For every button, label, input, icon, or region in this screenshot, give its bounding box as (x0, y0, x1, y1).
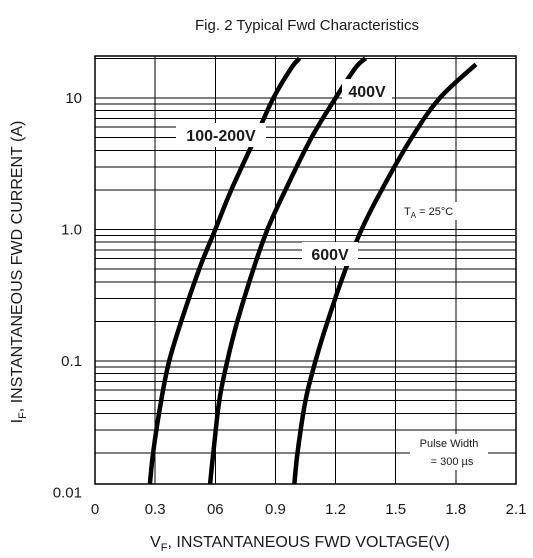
label-600v-text: 600V (311, 247, 349, 264)
y-tick-label: 10 (65, 90, 82, 107)
x-tick-labels: 0 0.3 06 0.9 1.2 1.5 1.8 2.1 (91, 501, 527, 518)
y-axis-label-prefix: I (9, 419, 26, 423)
pulse-width-annotation: Pulse Width = 300 µs (410, 434, 488, 470)
pulse-width-line-1: Pulse Width (420, 438, 479, 450)
y-tick-label: 0.01 (53, 485, 82, 502)
x-tick-label: 0.3 (145, 501, 166, 518)
x-tick-label: 1.5 (385, 501, 406, 518)
x-tick-label: 1.8 (445, 501, 466, 518)
label-400v-bg (342, 79, 392, 103)
label-100-200v: 100-200V (176, 123, 266, 147)
temperature-annotation-text: TA = 25°C (404, 206, 453, 220)
y-axis-label-rest: , INSTANTANEOUS FWD CURRENT (A) (9, 121, 26, 413)
x-axis-label-sub: F (161, 542, 168, 554)
temperature-annotation-bg (400, 202, 478, 220)
label-100-200v-bg (176, 123, 266, 147)
y-axis-label: IF, INSTANTANEOUS FWD CURRENT (A) (9, 121, 29, 424)
series-curves (147, 56, 478, 484)
series-curve-0 (147, 56, 302, 484)
pulse-width-annotation-bg (410, 434, 488, 470)
y-tick-labels: 0.01 0.1 1.0 10 (53, 90, 82, 502)
x-axis-label-rest: , INSTANTANEOUS FWD VOLTAGE(V) (168, 534, 450, 551)
x-axis-label-prefix: V (150, 534, 161, 551)
x-tick-label: 0 (91, 501, 99, 518)
y-axis-label-sub: F (17, 412, 29, 419)
temp-prefix: T (404, 206, 411, 218)
x-tick-label: 0.9 (265, 501, 286, 518)
x-tick-label: 1.2 (325, 501, 346, 518)
y-tick-label: 0.1 (61, 353, 82, 370)
pulse-width-line-2: = 300 µs (431, 456, 474, 468)
x-tick-label: 2.1 (506, 501, 527, 518)
temperature-annotation: TA = 25°C (400, 202, 478, 220)
label-600v-bg (302, 242, 358, 266)
y-tick-label: 1.0 (61, 222, 82, 239)
x-axis-label: VF, INSTANTANEOUS FWD VOLTAGE(V) (150, 534, 450, 554)
label-100-200v-text: 100-200V (186, 128, 256, 145)
label-600v: 600V (302, 242, 358, 266)
x-tick-label: 06 (207, 501, 224, 518)
series-curve-1 (207, 56, 368, 484)
label-400v-text: 400V (348, 84, 386, 101)
plot-frame (94, 55, 517, 485)
temp-sub: A (411, 211, 417, 220)
temp-rest: = 25°C (416, 206, 453, 218)
label-400v: 400V (342, 79, 392, 103)
chart-title: Fig. 2 Typical Fwd Characteristics (195, 17, 419, 34)
series-curve-2 (292, 62, 478, 484)
